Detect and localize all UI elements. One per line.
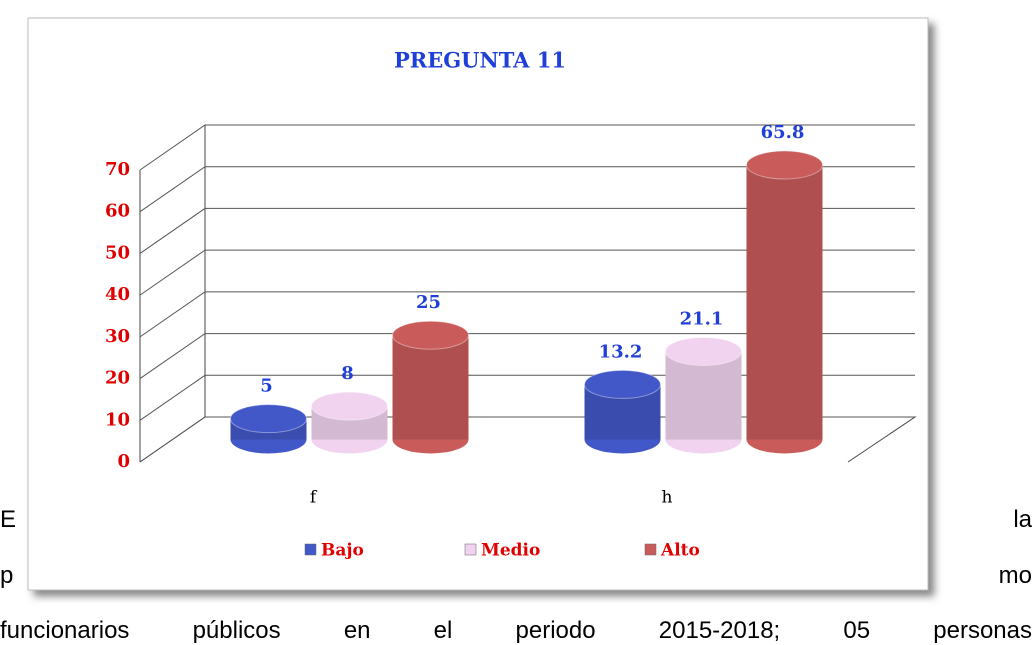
grid-line bbox=[139, 207, 915, 254]
bar-part bbox=[746, 150, 823, 180]
bar bbox=[584, 369, 661, 454]
bar bbox=[746, 150, 823, 454]
y-tick-label: 40 bbox=[105, 284, 130, 305]
bar-part bbox=[392, 425, 469, 454]
bar-part bbox=[392, 335, 469, 440]
grid-line bbox=[139, 249, 915, 296]
data-label: 25 bbox=[416, 292, 441, 313]
y-tick-label: 20 bbox=[105, 368, 130, 389]
text: p bbox=[0, 562, 14, 589]
y-tick-label: 30 bbox=[105, 326, 130, 347]
grid-line bbox=[139, 291, 915, 338]
data-label: 65.8 bbox=[761, 122, 805, 143]
text: la bbox=[1013, 506, 1032, 533]
y-tick-label: 50 bbox=[105, 242, 130, 263]
y-tick-label: 60 bbox=[105, 201, 130, 222]
data-label: 21.1 bbox=[680, 308, 724, 329]
bar-part bbox=[311, 391, 388, 421]
bar-part bbox=[230, 425, 307, 454]
bar bbox=[665, 336, 742, 454]
bar bbox=[311, 391, 388, 454]
bar-part bbox=[665, 351, 742, 440]
x-tick-label: h bbox=[662, 488, 673, 508]
bar-part bbox=[311, 425, 388, 454]
grid-line bbox=[139, 124, 915, 171]
legend-label: Alto bbox=[660, 541, 700, 561]
bar bbox=[230, 404, 307, 454]
bar-part bbox=[746, 425, 823, 454]
legend-label: Medio bbox=[481, 541, 540, 561]
y-tick-label: 10 bbox=[105, 409, 130, 430]
bar-part bbox=[665, 351, 742, 440]
bar-part bbox=[392, 320, 469, 350]
legend-label: Bajo bbox=[321, 541, 364, 561]
text-line: funcionarios públicos en el periodo 2015… bbox=[0, 617, 1032, 644]
text: mo bbox=[998, 562, 1032, 589]
bar bbox=[392, 320, 469, 454]
bar-part bbox=[584, 369, 661, 399]
x-tick-label: f bbox=[310, 488, 318, 508]
bar-part bbox=[665, 425, 742, 454]
data-label: 13.2 bbox=[599, 341, 643, 362]
bar-part bbox=[230, 404, 307, 434]
bar-part bbox=[746, 165, 823, 440]
data-label: 5 bbox=[260, 376, 273, 397]
grid-line bbox=[139, 333, 915, 379]
legend-swatch bbox=[644, 543, 657, 556]
y-tick-label: 70 bbox=[105, 159, 130, 180]
grid-line bbox=[139, 166, 915, 213]
legend-swatch bbox=[304, 543, 317, 556]
data-label: 8 bbox=[341, 363, 354, 384]
bar-part bbox=[392, 335, 469, 440]
text: E bbox=[0, 506, 17, 533]
bar-part bbox=[665, 336, 742, 366]
bar-part bbox=[746, 165, 823, 440]
bar-part bbox=[584, 425, 661, 454]
y-tick-label: 0 bbox=[117, 451, 130, 472]
legend-swatch bbox=[464, 543, 477, 556]
chart-title: PREGUNTA 11 bbox=[394, 48, 566, 73]
